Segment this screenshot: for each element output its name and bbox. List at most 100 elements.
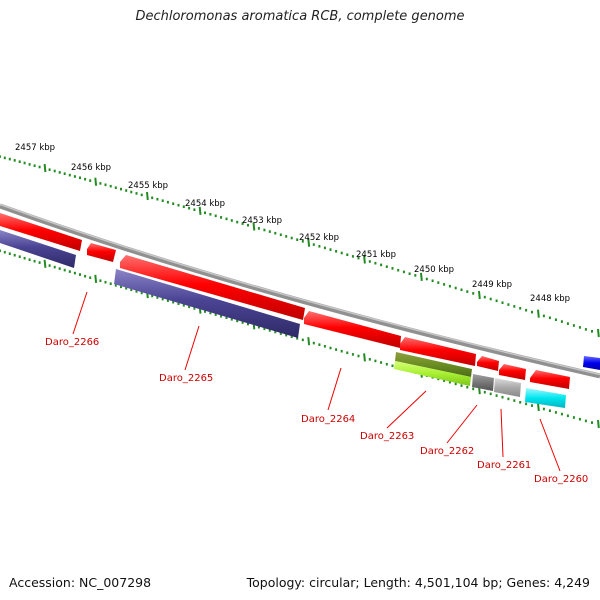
lower-ruler-minor-tick — [172, 300, 175, 304]
lower-ruler-minor-tick — [501, 395, 504, 399]
lower-ruler-minor-tick — [166, 299, 169, 302]
lower-ruler-minor-tick — [230, 318, 233, 321]
lower-ruler-minor-tick — [380, 361, 383, 364]
ruler-minor-tick — [38, 165, 41, 169]
ruler-minor-tick — [53, 169, 56, 173]
ruler-major-tick — [307, 238, 311, 247]
kbp-label: 2448 kbp — [530, 294, 570, 304]
lower-ruler-minor-tick — [296, 337, 299, 340]
ruler-minor-tick — [268, 230, 271, 233]
gene-daro-2265[interactable] — [114, 269, 300, 338]
ruler-minor-tick — [483, 295, 486, 299]
lower-ruler-minor-tick — [225, 316, 228, 319]
forward-gene[interactable] — [120, 255, 305, 320]
gene-label-daro-2261[interactable]: Daro_2261 — [477, 460, 531, 471]
forward-gene[interactable] — [400, 337, 476, 366]
ruler-minor-tick — [554, 318, 557, 321]
gene-daro-2263[interactable] — [395, 352, 472, 377]
lower-ruler-minor-tick — [247, 322, 249, 326]
gene-label-daro-2260[interactable]: Daro_2260 — [534, 474, 588, 485]
ruler-minor-tick — [58, 171, 61, 174]
gene-daro-2266[interactable] — [0, 230, 76, 268]
genome-backbone — [0, 203, 600, 379]
ruler-minor-tick — [247, 223, 249, 227]
lower-ruler-minor-tick — [312, 341, 315, 345]
lower-ruler-major-tick — [307, 337, 311, 346]
gene-daro-2261[interactable] — [494, 378, 521, 397]
accession-text: Accession: NC_007298 — [9, 575, 152, 590]
kbp-label: 2450 kbp — [414, 265, 454, 275]
gene-label-daro-2262[interactable]: Daro_2262 — [420, 446, 474, 457]
lower-ruler-minor-tick — [591, 421, 593, 424]
ruler-minor-tick — [130, 190, 133, 194]
ruler-minor-tick — [193, 208, 196, 211]
gene-daro-2262[interactable] — [472, 374, 494, 391]
ruler-minor-tick — [584, 328, 587, 331]
ruler-minor-tick — [209, 213, 212, 216]
ruler-minor-tick — [437, 281, 440, 284]
forward-gene[interactable] — [304, 311, 401, 348]
lower-ruler-minor-tick — [177, 302, 180, 305]
gene-daro-2263-part[interactable] — [394, 361, 471, 386]
lower-ruler-minor-tick — [161, 297, 164, 301]
lower-ruler-minor-tick — [448, 380, 451, 384]
ruler-minor-tick — [161, 199, 164, 202]
gene-label-daro-2266[interactable]: Daro_2266 — [45, 337, 99, 348]
lower-ruler-minor-tick — [3, 250, 6, 254]
ruler-minor-tick — [466, 290, 469, 293]
lower-ruler-minor-tick — [560, 412, 563, 416]
gene-label-daro-2265[interactable]: Daro_2265 — [159, 373, 213, 384]
lower-ruler-minor-tick — [23, 256, 26, 260]
ruler-minor-tick — [501, 301, 504, 304]
forward-gene[interactable] — [477, 356, 499, 371]
ruler-major-tick — [597, 328, 600, 338]
lower-ruler-minor-tick — [566, 414, 569, 418]
ruler-minor-tick — [274, 231, 277, 235]
lower-ruler-minor-tick — [68, 270, 71, 273]
ruler-minor-tick — [263, 228, 266, 232]
gene-daro-2260[interactable] — [525, 388, 566, 408]
ruler-minor-tick — [68, 173, 71, 177]
ruler-minor-tick — [285, 235, 288, 238]
ruler-minor-tick — [357, 256, 360, 260]
forward-gene[interactable] — [499, 364, 526, 380]
ruler-minor-tick — [89, 179, 92, 182]
ruler-minor-tick — [230, 219, 233, 222]
ruler-minor-tick — [329, 248, 332, 251]
forward-gene[interactable] — [530, 370, 570, 389]
lower-ruler-minor-tick — [489, 392, 492, 396]
lower-ruler-minor-tick — [188, 305, 191, 309]
ruler-minor-tick — [519, 307, 522, 310]
callout-line — [500, 408, 504, 458]
lower-ruler-minor-tick — [351, 353, 354, 356]
ruler-minor-tick — [397, 268, 400, 272]
lower-ruler-minor-tick — [263, 327, 266, 331]
lower-ruler-minor-tick — [73, 271, 76, 275]
lower-ruler-minor-tick — [357, 354, 360, 358]
ruler-minor-tick — [346, 253, 349, 256]
ruler-minor-tick — [335, 250, 338, 253]
ruler-minor-tick — [425, 277, 428, 281]
lower-ruler-minor-tick — [209, 311, 212, 315]
ruler-minor-tick — [351, 255, 354, 258]
gene-label-daro-2263[interactable]: Daro_2263 — [360, 431, 414, 442]
lower-ruler-minor-tick — [340, 349, 343, 353]
ruler-minor-tick — [296, 238, 299, 241]
edge-gene[interactable] — [583, 356, 600, 370]
lower-ruler-minor-tick — [140, 291, 143, 295]
lower-ruler-minor-tick — [368, 358, 371, 361]
ruler-minor-tick — [84, 177, 87, 181]
callout-line — [386, 390, 427, 429]
ruler-major-tick — [420, 272, 423, 281]
callout-line — [72, 291, 88, 335]
lower-ruler-major-tick — [94, 274, 98, 283]
lower-ruler-minor-tick — [301, 338, 304, 342]
lower-ruler-minor-tick — [578, 417, 581, 421]
forward-gene[interactable] — [0, 213, 82, 251]
lower-ruler-minor-tick — [572, 416, 575, 419]
gene-label-daro-2264[interactable]: Daro_2264 — [301, 414, 355, 425]
lower-ruler-minor-tick — [109, 282, 112, 285]
kbp-label: 2454 kbp — [185, 199, 225, 209]
forward-gene[interactable] — [87, 243, 116, 262]
ruler-minor-tick — [548, 316, 551, 320]
